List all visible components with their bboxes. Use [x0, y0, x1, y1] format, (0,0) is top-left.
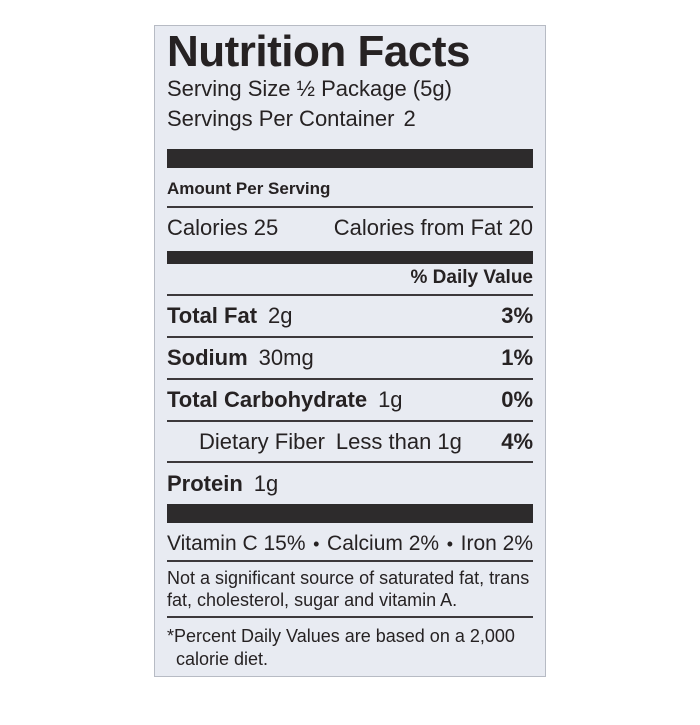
bullet-separator-icon: • [446, 534, 454, 554]
divider-bar-thick-bottom [167, 504, 533, 523]
not-significant-note: Not a significant source of saturated fa… [167, 567, 533, 618]
daily-values-footnote: *Percent Daily Values are based on a 2,0… [167, 626, 515, 669]
nutrient-daily-value: 0% [501, 387, 533, 412]
nutrient-amount: Less than 1g [335, 429, 462, 454]
nutrient-name: Total Fat [167, 303, 258, 328]
nutrient-name: Protein [167, 471, 243, 496]
nutrition-facts-label: Nutrition Facts Serving Size ½ Package (… [154, 25, 546, 677]
calories-value: Calories 25 [167, 215, 279, 240]
calories-row: Calories 25 Calories from Fat 20 [167, 208, 533, 242]
serving-size: Serving Size ½ Package (5g) [167, 76, 452, 101]
divider-bar-thick-top [167, 149, 533, 168]
servings-per-container: Servings Per Container 2 [167, 106, 533, 132]
micronutrients-row: Vitamin C 15% • Calcium 2% • Iron 2% [167, 532, 533, 562]
amount-per-serving-header: Amount Per Serving [167, 179, 533, 208]
nutrient-row-total-fat: Total Fat 2g 3% [167, 296, 533, 338]
nutrient-amount: 2g [268, 303, 293, 328]
nutrient-name: Sodium [167, 345, 248, 370]
nutrient-row-protein: Protein 1g [167, 463, 533, 504]
nutrient-daily-value: 3% [501, 303, 533, 328]
micronutrient-iron: Iron 2% [460, 532, 533, 555]
nutrient-amount: 1g [378, 387, 403, 412]
calories-from-fat-value: Calories from Fat 20 [333, 215, 533, 240]
nutrient-daily-value: 4% [501, 429, 533, 454]
nutrient-amount: 1g [253, 471, 279, 496]
nutrient-row-total-carbohydrate: Total Carbohydrate 1g 0% [167, 380, 533, 422]
servings-per-container-label: Servings Per Container [167, 106, 395, 131]
nutrient-name: Total Carbohydrate [167, 387, 368, 412]
servings-per-container-value: 2 [403, 106, 416, 131]
divider-bar-medium [167, 251, 533, 264]
nutrient-amount: 30mg [258, 345, 314, 370]
micronutrient-vitamin-c: Vitamin C 15% [167, 532, 306, 555]
daily-value-header: % Daily Value [167, 267, 533, 296]
bullet-separator-icon: • [313, 534, 320, 554]
nutrient-row-sodium: Sodium 30mg 1% [167, 338, 533, 380]
label-title: Nutrition Facts [167, 27, 470, 76]
micronutrient-calcium: Calcium 2% [327, 532, 440, 555]
nutrient-name: Dietary Fiber [199, 429, 325, 454]
nutrient-row-dietary-fiber: Dietary Fiber Less than 1g 4% [167, 422, 533, 463]
nutrient-daily-value: 1% [501, 345, 533, 370]
